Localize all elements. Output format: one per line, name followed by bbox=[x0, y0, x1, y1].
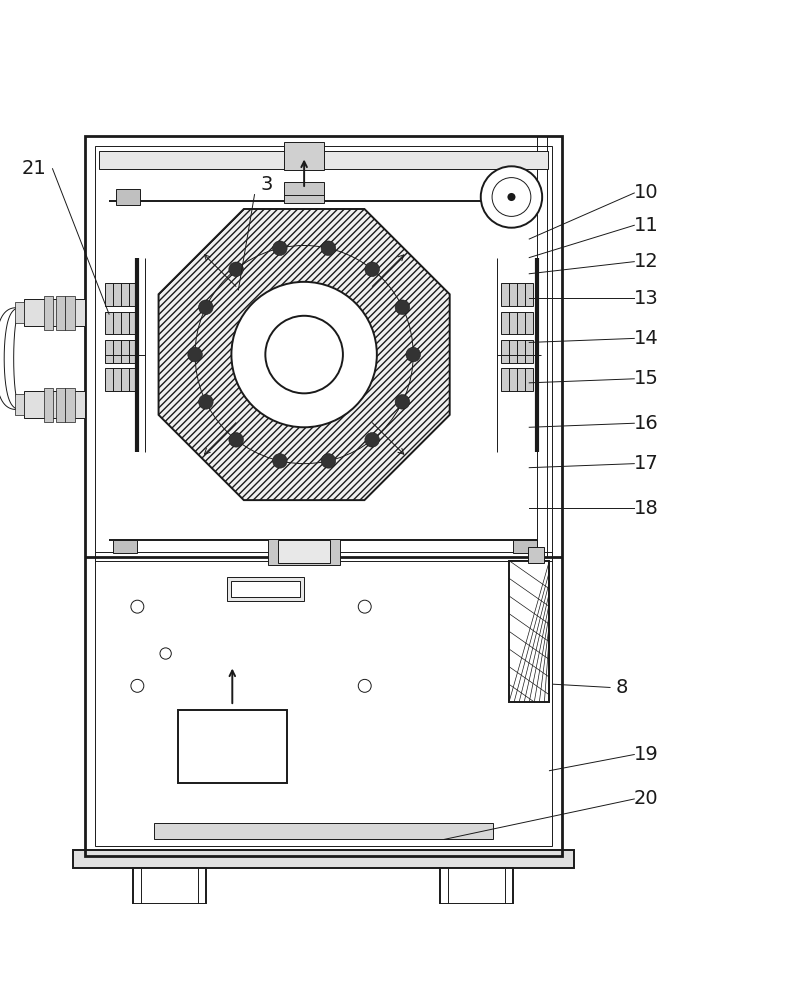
Bar bbox=[501, 340, 533, 363]
Text: 19: 19 bbox=[634, 745, 659, 764]
Bar bbox=[528, 547, 544, 563]
Polygon shape bbox=[158, 209, 450, 500]
Text: 18: 18 bbox=[634, 499, 659, 518]
Bar bbox=[501, 312, 533, 334]
Bar bbox=[56, 296, 65, 330]
Text: 11: 11 bbox=[634, 216, 659, 235]
Bar bbox=[284, 182, 324, 203]
Bar bbox=[105, 283, 137, 306]
Circle shape bbox=[365, 262, 380, 277]
Text: 17: 17 bbox=[634, 454, 659, 473]
Bar bbox=[278, 540, 330, 563]
Bar bbox=[284, 142, 324, 170]
Circle shape bbox=[272, 241, 287, 255]
Bar bbox=[509, 561, 549, 702]
Circle shape bbox=[199, 300, 213, 315]
Bar bbox=[178, 710, 287, 783]
Bar bbox=[501, 283, 533, 306]
Text: 12: 12 bbox=[634, 252, 659, 271]
Circle shape bbox=[365, 433, 380, 447]
Bar bbox=[133, 868, 206, 904]
Bar bbox=[267, 539, 340, 565]
Bar bbox=[56, 388, 65, 422]
Bar bbox=[113, 540, 137, 553]
Bar bbox=[15, 302, 24, 323]
Text: 14: 14 bbox=[634, 329, 659, 348]
Text: 13: 13 bbox=[634, 288, 659, 308]
Bar bbox=[73, 850, 574, 868]
Bar bbox=[95, 146, 552, 846]
Circle shape bbox=[395, 395, 410, 409]
Circle shape bbox=[481, 166, 542, 228]
Bar bbox=[227, 577, 304, 601]
Text: 10: 10 bbox=[634, 183, 659, 202]
Bar bbox=[116, 189, 140, 205]
Circle shape bbox=[231, 282, 377, 427]
Circle shape bbox=[229, 262, 243, 277]
Bar bbox=[154, 823, 493, 839]
Bar bbox=[105, 312, 137, 334]
Text: 20: 20 bbox=[634, 789, 659, 808]
Bar bbox=[65, 388, 75, 422]
Bar bbox=[105, 340, 137, 363]
Circle shape bbox=[265, 316, 343, 393]
Bar bbox=[99, 151, 548, 169]
Bar bbox=[15, 394, 24, 415]
Bar bbox=[24, 391, 85, 418]
Bar bbox=[65, 296, 75, 330]
Circle shape bbox=[395, 300, 410, 315]
Circle shape bbox=[507, 193, 516, 201]
Circle shape bbox=[321, 241, 335, 255]
Text: 8: 8 bbox=[616, 678, 629, 697]
Circle shape bbox=[272, 454, 287, 468]
Circle shape bbox=[321, 454, 335, 468]
Circle shape bbox=[187, 347, 202, 362]
Text: 15: 15 bbox=[634, 369, 659, 388]
Text: 16: 16 bbox=[634, 414, 659, 433]
Bar bbox=[513, 540, 537, 553]
Text: 21: 21 bbox=[22, 159, 46, 178]
Bar bbox=[231, 581, 300, 597]
Circle shape bbox=[229, 433, 243, 447]
Bar bbox=[440, 868, 513, 904]
Bar bbox=[85, 136, 562, 856]
Bar bbox=[501, 368, 533, 391]
Bar bbox=[105, 368, 137, 391]
Bar bbox=[24, 299, 85, 326]
Circle shape bbox=[199, 395, 213, 409]
Bar bbox=[44, 296, 53, 330]
Bar bbox=[507, 189, 531, 205]
Bar bbox=[44, 388, 53, 422]
Text: 3: 3 bbox=[260, 175, 273, 194]
Circle shape bbox=[406, 347, 420, 362]
